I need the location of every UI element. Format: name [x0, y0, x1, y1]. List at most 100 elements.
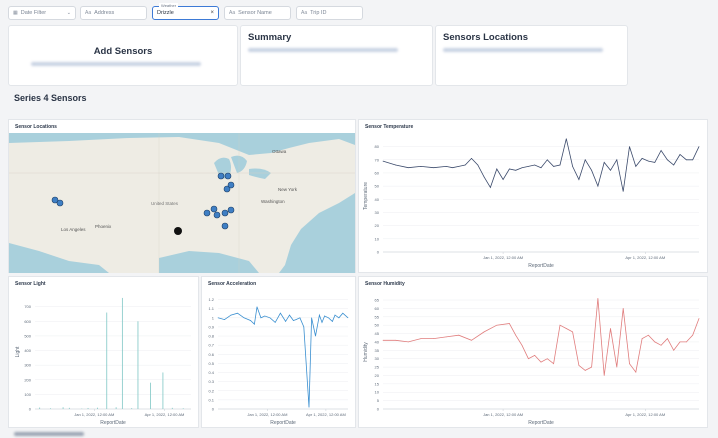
blurred-text [14, 432, 84, 436]
map-marker[interactable] [210, 205, 218, 213]
light-bar [137, 321, 139, 409]
data-point [471, 158, 472, 159]
summary-title: Summary [248, 32, 292, 43]
data-point [395, 339, 396, 341]
data-point [445, 166, 447, 167]
y-tick-label: 25 [375, 365, 380, 370]
data-point [622, 191, 624, 192]
data-point [293, 320, 294, 321]
data-point [698, 146, 700, 147]
map-marker[interactable] [217, 172, 225, 180]
summary-card: Summary [240, 25, 433, 86]
data-point [452, 167, 453, 169]
y-tick-label: 600 [24, 319, 31, 324]
text-field-icon: Aa [301, 10, 308, 16]
data-point [603, 375, 605, 376]
map-marker[interactable] [221, 209, 229, 217]
light-bar [150, 382, 151, 409]
data-point [496, 324, 498, 326]
data-point [584, 370, 586, 371]
weather-filter[interactable]: Weather Drizzle × [152, 3, 219, 20]
data-point [673, 349, 675, 351]
y-tick-label: 0 [377, 407, 380, 412]
light-bar [68, 407, 70, 409]
light-bar [182, 408, 184, 409]
sensor-name-filter[interactable]: Aa Sensor Name [224, 6, 291, 20]
light-bar [62, 407, 64, 409]
data-point [515, 334, 517, 336]
light-chart[interactable]: 0 100 200 300 400 500 600 700 Jan 1, 2022, 12:00… [9, 277, 198, 427]
light-bar [131, 408, 133, 409]
map-marker[interactable] [203, 209, 211, 217]
weather-value: Drizzle [157, 10, 174, 16]
x-tick-label: Apr 1, 2022, 12:00 AM [145, 412, 185, 417]
x-axis-title: ReportDate [100, 420, 126, 426]
map-marker[interactable] [56, 199, 64, 207]
y-tick-label: 30 [375, 356, 380, 361]
map-marker-selected[interactable] [174, 227, 182, 235]
map-marker[interactable] [227, 181, 235, 189]
x-tick-label: Apr 1, 2022, 12:00 AM [625, 412, 665, 417]
data-point [308, 406, 310, 408]
y-tick-label: 0.6 [208, 352, 214, 357]
data-point [445, 336, 447, 338]
humidity-chart[interactable]: 0 5 10 15 20 25 30 35 40 45 50 55 60 65 Jan 1, 2022, 1… [359, 277, 707, 427]
data-point [338, 317, 340, 319]
light-bar [162, 372, 164, 409]
data-point [616, 366, 618, 368]
temperature-title: Sensor Temperature [365, 124, 414, 130]
map-marker[interactable] [224, 172, 232, 180]
data-point [224, 319, 225, 320]
x-tick-label: Jan 1, 2022, 12:00 AM [74, 412, 114, 417]
map-marker[interactable] [51, 196, 59, 204]
acceleration-title: Sensor Acceleration [208, 281, 257, 287]
x-axis-title: ReportDate [528, 420, 554, 426]
data-point [407, 341, 409, 343]
map-label-ottawa: Ottawa [272, 149, 287, 154]
data-point [217, 317, 219, 319]
data-point [667, 338, 668, 339]
light-bar [87, 407, 89, 409]
x-tick-label: Apr 1, 2022, 12:00 AM [625, 255, 665, 260]
clear-icon[interactable]: × [210, 10, 214, 16]
data-point [597, 298, 599, 299]
data-point [540, 167, 542, 169]
data-point [565, 328, 567, 329]
y-tick-label: 50 [375, 323, 380, 328]
data-point [502, 179, 504, 180]
y-tick-label: 0.5 [208, 361, 214, 366]
data-point [534, 355, 536, 356]
map-marker[interactable] [223, 185, 231, 193]
data-point [667, 159, 668, 161]
text-field-icon: Aa [85, 10, 92, 16]
section-title: Series 4 Sensors [14, 93, 87, 103]
add-sensors-card[interactable]: Add Sensors [8, 25, 238, 86]
date-filter-label: Date Filter [20, 10, 47, 16]
chevron-down-icon: ⌄ [66, 10, 71, 16]
map-label-phoenix: Phoenix [95, 224, 112, 229]
map-marker[interactable] [221, 222, 229, 230]
data-point [477, 164, 479, 166]
trip-id-filter[interactable]: Aa Trip ID [296, 6, 363, 20]
date-filter[interactable]: ▦ Date Filter ⌄ [8, 6, 76, 20]
map-label-united-states: United States [151, 201, 179, 206]
y-tick-label: 0.9 [208, 324, 214, 329]
sensor-locations-title: Sensor Locations [15, 124, 57, 130]
data-point [332, 321, 333, 322]
blurred-text [248, 48, 398, 52]
temperature-chart[interactable]: 0 10 20 30 40 50 60 70 80 Jan 1, 2022, 12:00 AM Ap… [359, 120, 707, 272]
data-point [546, 358, 548, 360]
data-point [679, 154, 681, 155]
acceleration-chart[interactable]: 0 0.1 0.2 0.3 0.4 0.5 0.6 0.7 0.8 0.9 1 1.1 1.2 Jan 1… [202, 277, 355, 427]
y-tick-label: 0.1 [208, 397, 214, 402]
address-filter[interactable]: Aa Address [80, 6, 147, 20]
map-marker[interactable] [227, 206, 235, 214]
text-field-icon: Aa [229, 10, 236, 16]
data-point [347, 317, 349, 319]
y-tick-label: 5 [377, 398, 380, 403]
map[interactable]: Ottawa New York Washington United States… [9, 133, 355, 273]
data-point [483, 331, 485, 333]
data-point [641, 158, 643, 159]
data-point [553, 363, 554, 365]
map-marker[interactable] [213, 211, 221, 219]
